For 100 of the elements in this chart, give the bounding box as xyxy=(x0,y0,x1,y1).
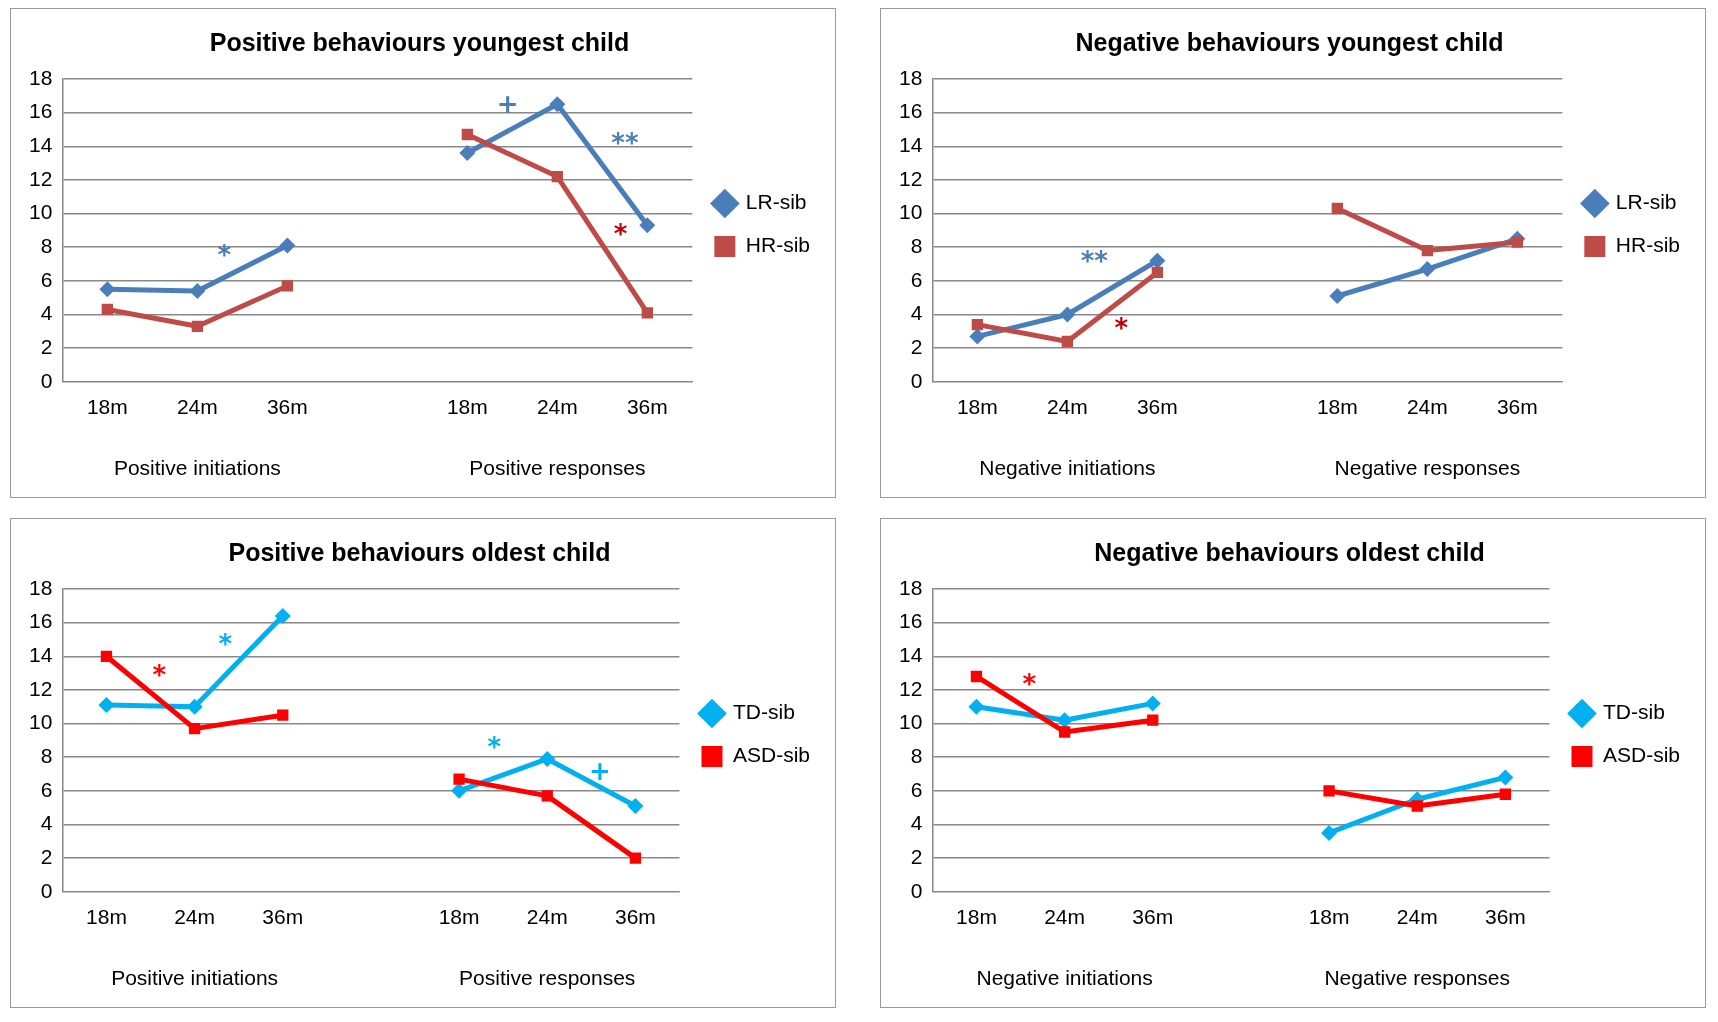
y-tick-label: 8 xyxy=(40,234,53,258)
x-tick-label: 18m xyxy=(446,395,488,419)
y-tick-label: 10 xyxy=(899,200,923,224)
y-tick-label: 6 xyxy=(910,267,923,291)
x-tick-label: 36m xyxy=(626,395,668,419)
legend-label: LR-sib xyxy=(1615,190,1677,214)
point xyxy=(1056,712,1073,729)
text: Positive initiations xyxy=(111,966,279,990)
y-tick-label: 4 xyxy=(910,811,923,835)
legend-label: ASD-sib xyxy=(1602,743,1681,767)
y-tick-label: 6 xyxy=(40,777,53,801)
y-tick-label: 14 xyxy=(29,133,53,157)
point xyxy=(281,280,294,292)
y-tick-label: 6 xyxy=(40,267,53,291)
y-tick-label: 16 xyxy=(29,609,53,633)
point xyxy=(1321,824,1338,841)
point xyxy=(1151,266,1164,279)
point xyxy=(191,320,204,332)
point xyxy=(274,607,291,624)
x-tick-label: 36m xyxy=(266,395,308,419)
legend-label: HR-sib xyxy=(1615,233,1680,257)
point xyxy=(971,318,984,331)
y-tick-label: 18 xyxy=(899,575,923,599)
y-tick-label: 4 xyxy=(40,301,53,325)
point xyxy=(641,307,653,319)
point xyxy=(1411,800,1423,812)
annotation: * xyxy=(1114,313,1129,344)
point xyxy=(539,750,556,767)
point xyxy=(551,170,563,183)
x-tick-label: 24m xyxy=(1046,395,1088,419)
y-tick-label: 2 xyxy=(910,334,923,358)
y-tick-label: 16 xyxy=(899,99,923,123)
x-tick-label: 36m xyxy=(1132,905,1174,929)
y-tick-label: 8 xyxy=(40,744,53,768)
y-tick-label: 12 xyxy=(29,166,53,190)
legend-label: HR-sib xyxy=(745,233,810,257)
y-tick-label: 16 xyxy=(899,609,923,633)
legend-label: ASD-sib xyxy=(732,743,811,767)
chart-title: Negative behaviours youngest child xyxy=(1075,27,1504,56)
point xyxy=(453,773,465,785)
x-tick-label: 36m xyxy=(1484,905,1526,929)
y-tick-label: 0 xyxy=(40,368,53,392)
text: Positive initiations xyxy=(113,456,281,480)
point xyxy=(459,145,476,162)
point xyxy=(1149,252,1166,269)
point xyxy=(1323,785,1335,797)
point xyxy=(1329,288,1346,305)
annotation: + xyxy=(588,756,611,787)
annotation: ** xyxy=(1080,246,1109,277)
point xyxy=(98,697,115,714)
point xyxy=(627,798,644,815)
point xyxy=(1421,244,1433,257)
y-tick-label: 2 xyxy=(40,334,53,358)
point xyxy=(1419,261,1436,278)
x-tick-label: 24m xyxy=(1044,905,1086,929)
x-tick-label: 24m xyxy=(1396,905,1438,929)
y-tick-label: 4 xyxy=(910,301,923,325)
point xyxy=(1061,335,1074,348)
y-tick-label: 2 xyxy=(40,844,53,868)
point xyxy=(970,670,983,683)
point xyxy=(1499,788,1512,800)
point xyxy=(541,790,553,802)
point xyxy=(277,709,289,721)
x-tick-label: 36m xyxy=(1496,395,1538,419)
point xyxy=(1497,769,1514,786)
y-tick-label: 12 xyxy=(899,676,923,700)
annotation: * xyxy=(1022,668,1037,699)
y-tick-label: 14 xyxy=(899,133,923,157)
chart-title: Positive behaviours youngest child xyxy=(209,27,630,56)
y-tick-label: 14 xyxy=(29,643,53,667)
point xyxy=(279,237,296,254)
x-tick-label: 24m xyxy=(174,905,216,929)
point xyxy=(186,698,203,715)
x-tick-label: 36m xyxy=(614,905,656,929)
text: Negative responses xyxy=(1324,966,1511,990)
x-tick-label: 18m xyxy=(956,395,998,419)
point xyxy=(629,852,642,864)
point xyxy=(549,96,566,113)
point xyxy=(1147,714,1159,726)
annotation: * xyxy=(487,732,502,763)
text: Positive responses xyxy=(469,456,646,480)
x-tick-label: 18m xyxy=(956,905,997,929)
point xyxy=(1331,202,1343,215)
y-tick-label: 18 xyxy=(29,65,53,89)
y-tick-label: 4 xyxy=(40,811,53,835)
x-tick-label: 24m xyxy=(176,395,218,419)
point xyxy=(1058,726,1071,738)
annotation: * xyxy=(218,629,233,660)
text: Positive responses xyxy=(459,966,636,990)
y-tick-label: 14 xyxy=(899,643,923,667)
point xyxy=(188,722,201,735)
x-tick-label: 18m xyxy=(86,395,128,419)
y-tick-label: 6 xyxy=(910,777,923,801)
y-tick-label: 8 xyxy=(910,234,923,258)
annotation: * xyxy=(152,659,167,690)
x-tick-label: 24m xyxy=(536,395,578,419)
y-tick-label: 2 xyxy=(910,844,923,868)
x-tick-label: 18m xyxy=(1316,395,1358,419)
y-tick-label: 0 xyxy=(910,878,923,902)
legend-label: TD-sib xyxy=(732,700,795,724)
